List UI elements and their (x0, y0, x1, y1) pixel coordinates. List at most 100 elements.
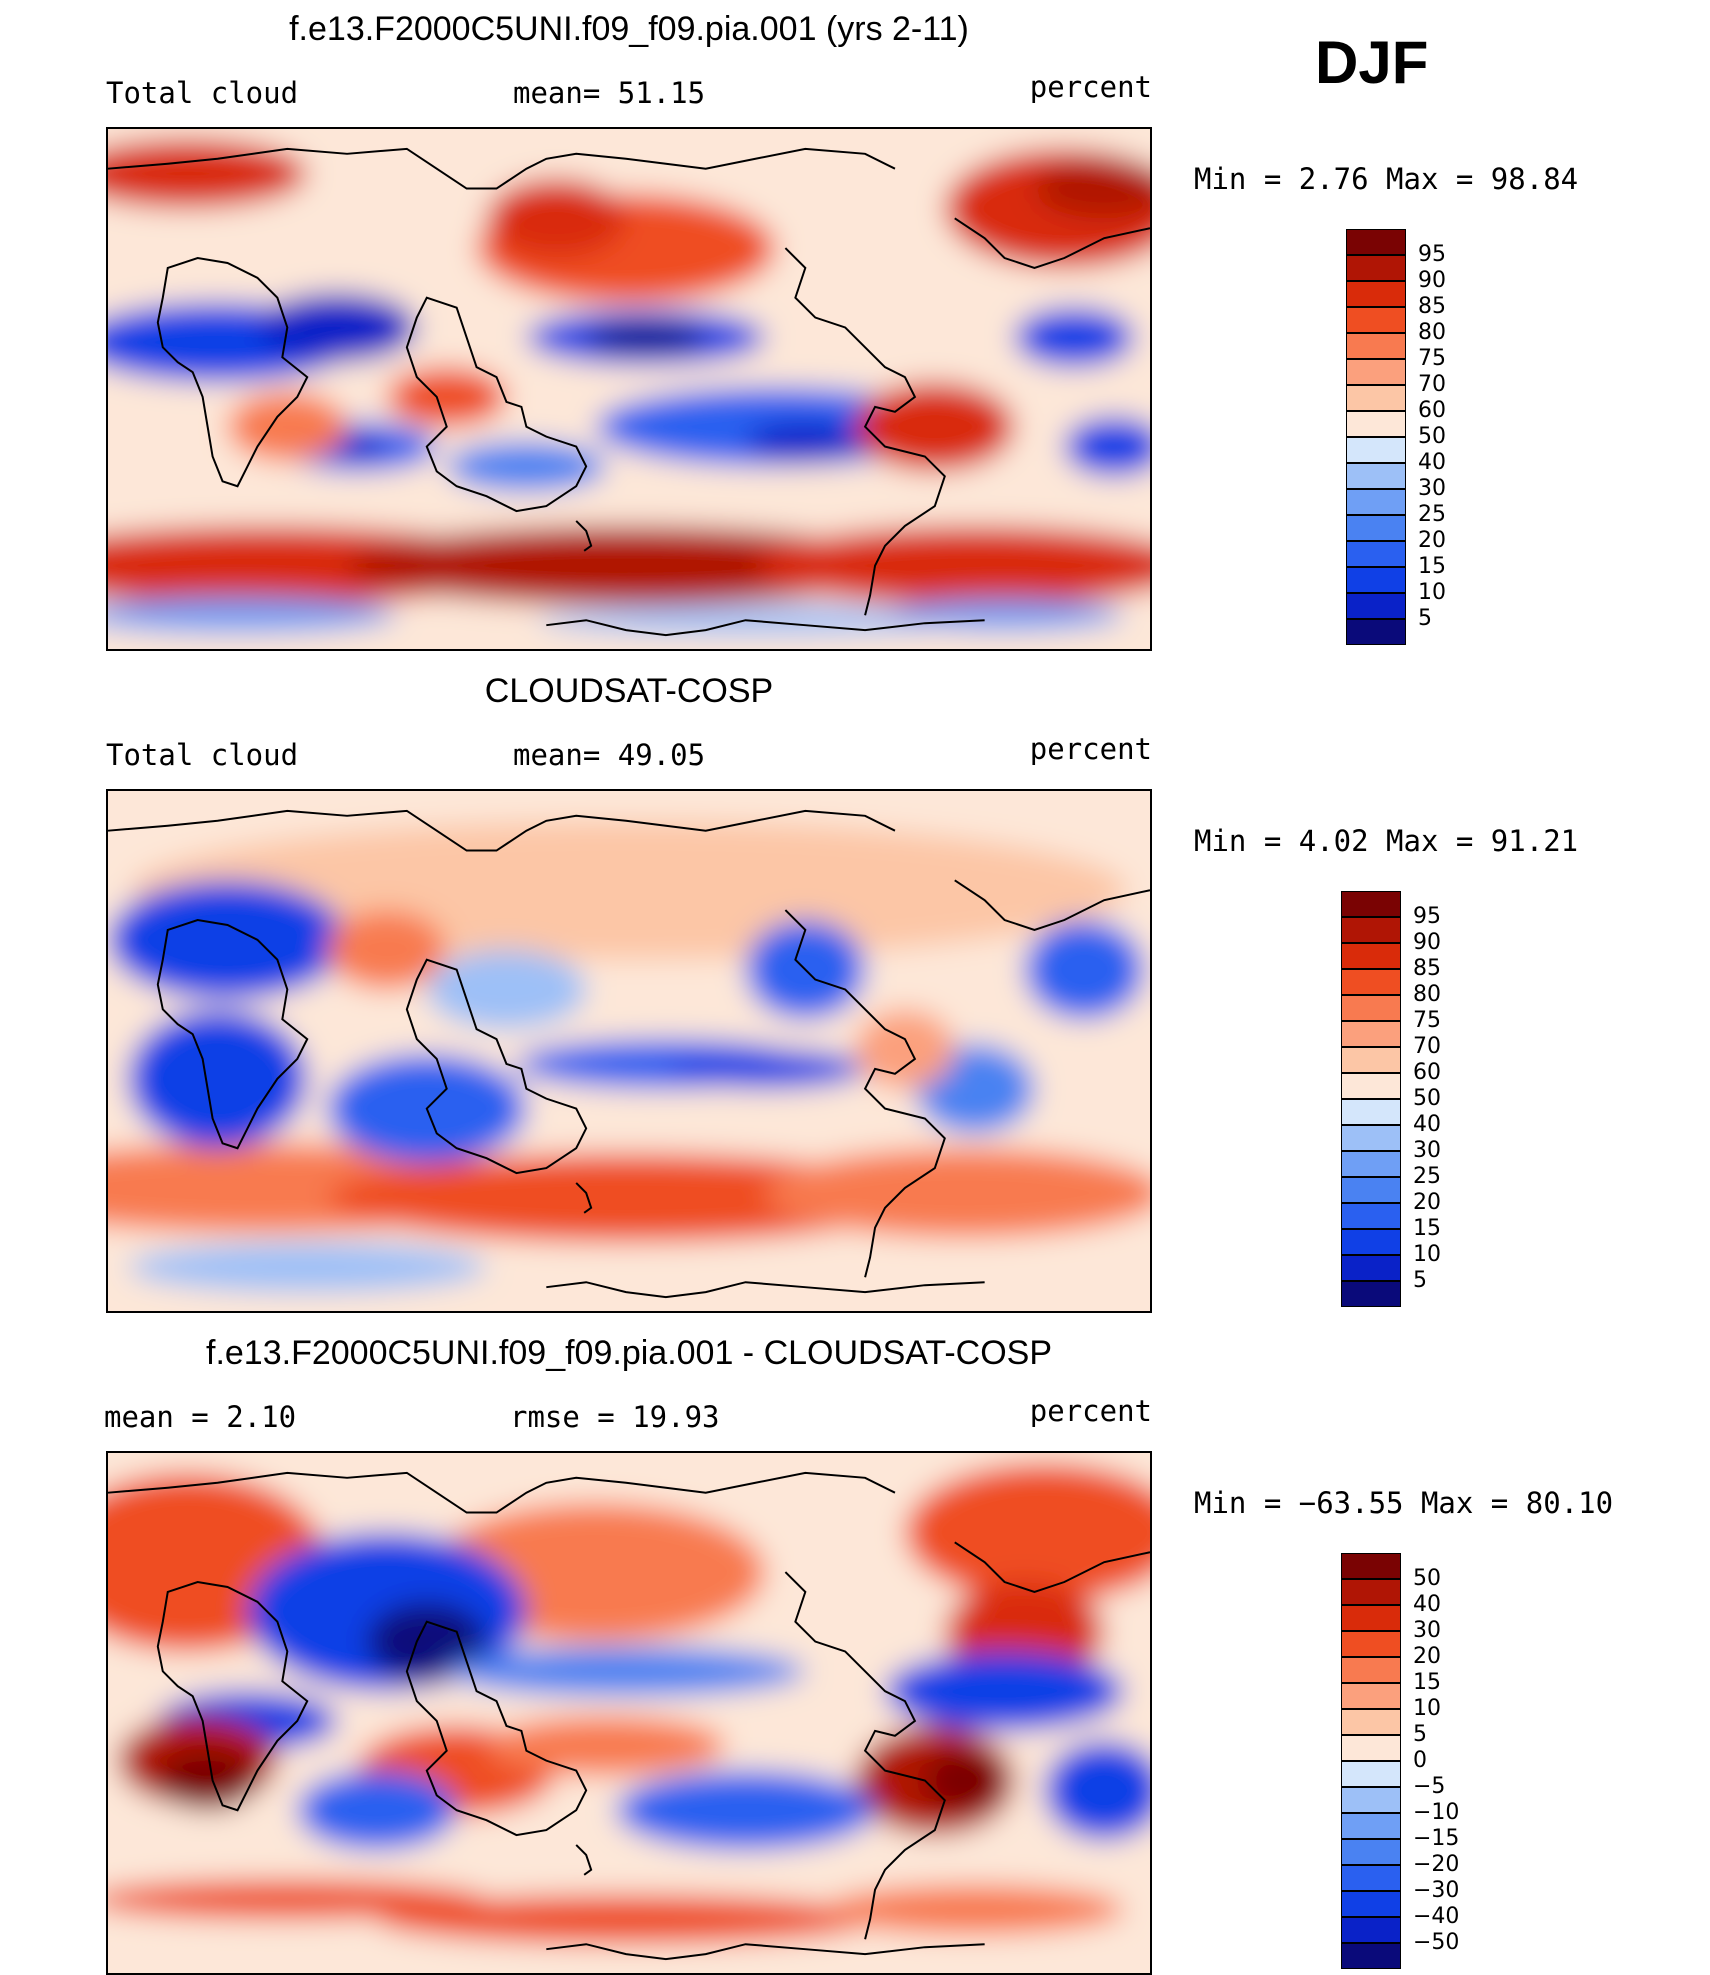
map-field-blob (1034, 158, 1150, 219)
colorbar-swatch (1341, 1579, 1401, 1605)
panel-1-mean-label: mean= 51.15 (513, 76, 706, 110)
map-field-blob (327, 434, 387, 459)
colorbar-tick-label: 90 (1418, 268, 1446, 293)
colorbar-tick-label: 30 (1418, 476, 1446, 501)
map-field-blob (367, 1601, 487, 1682)
colorbar-tick-label: 90 (1413, 930, 1441, 955)
colorbar-tick-label: 15 (1418, 554, 1446, 579)
coastline-path (575, 1182, 593, 1214)
colorbar-swatch (1341, 969, 1401, 995)
colorbar-swatch (1341, 917, 1401, 943)
colorbar-swatch (1346, 567, 1406, 593)
map-field-blob (1024, 920, 1145, 1020)
colorbar-tick-label: 40 (1418, 450, 1446, 475)
colorbar-tick-label: 5 (1413, 1268, 1427, 1293)
colorbar-swatch (1341, 1787, 1401, 1813)
colorbar-swatch (1346, 541, 1406, 567)
colorbar-swatch (1341, 1891, 1401, 1917)
map-field-blob (426, 949, 587, 1030)
map-field-blob (855, 1009, 955, 1089)
panel-3-units-label: percent (1029, 1394, 1152, 1428)
map-field-blob (327, 910, 447, 990)
colorbar-swatch (1341, 1203, 1401, 1229)
colorbar-swatch (1341, 1839, 1401, 1865)
coastline-path (954, 879, 1150, 931)
colorbar-tick-label: −5 (1413, 1774, 1446, 1799)
colorbar-swatch (1341, 1657, 1401, 1683)
colorbar-tick-label: −30 (1413, 1878, 1460, 1903)
colorbar-tick-label: 80 (1418, 320, 1446, 345)
coastline-path (546, 1943, 985, 1961)
colorbar-tick-label: 20 (1418, 528, 1446, 553)
colorbar-swatch (1346, 619, 1406, 645)
coastline-path (108, 1471, 896, 1514)
colorbar-tick-label: 60 (1413, 1060, 1441, 1085)
panel-1-minmax: Min = 2.76 Max = 98.84 (1194, 162, 1579, 196)
panel-1-map-svg (108, 129, 1150, 649)
panel-1-map (106, 127, 1152, 651)
colorbar-tick-label: 80 (1413, 982, 1441, 1007)
colorbar-swatch (1341, 1099, 1401, 1125)
colorbar-swatch (1346, 255, 1406, 281)
colorbar-swatch (1341, 1229, 1401, 1255)
colorbar-tick-label: 50 (1413, 1086, 1441, 1111)
colorbar-tick-label: 10 (1413, 1242, 1441, 1267)
panel-3-mean-label: mean = 2.10 (104, 1400, 297, 1434)
colorbar-swatch (1341, 1553, 1401, 1579)
colorbar-tick-label: 95 (1418, 242, 1446, 267)
map-field (108, 1453, 1150, 1973)
panel-2-mean-label: mean= 49.05 (513, 738, 706, 772)
coastline-path (405, 296, 588, 513)
coastline-path (405, 1620, 588, 1837)
colorbar-tick-label: −20 (1413, 1852, 1460, 1877)
colorbar-swatch (1341, 891, 1401, 917)
map-field-blob (755, 525, 1150, 606)
colorbar-tick-label: 0 (1413, 1748, 1427, 1773)
colorbar-tick-label: 75 (1418, 346, 1446, 371)
colorbar-swatch (1346, 229, 1406, 255)
colorbar-swatch (1341, 1917, 1401, 1943)
colorbar-tick-label: 40 (1413, 1592, 1441, 1617)
panel-2-variable-label: Total cloud (106, 738, 299, 772)
map-field-blob (157, 1750, 258, 1811)
map-field-blob (924, 1750, 1005, 1811)
colorbar-swatch (1341, 1709, 1401, 1735)
colorbar-tick-label: 85 (1413, 956, 1441, 981)
colorbar-tick-label: 95 (1413, 904, 1441, 929)
coastline-path (156, 256, 309, 488)
panel-3-map (106, 1451, 1152, 1975)
coastline-path (954, 217, 1150, 269)
colorbar-tick-label: 5 (1418, 606, 1432, 631)
colorbar-tick-label: 25 (1418, 502, 1446, 527)
coastline-path (575, 1844, 593, 1876)
map-field-blob (1014, 307, 1135, 368)
colorbar-tick-label: 10 (1413, 1696, 1441, 1721)
panel-1-title: f.e13.F2000C5UNI.f09_f09.pia.001 (yrs 2-… (289, 10, 969, 48)
colorbar-swatch (1341, 1735, 1401, 1761)
colorbar-swatch (1346, 437, 1406, 463)
coastline-path (108, 147, 896, 190)
colorbar-tick-label: 75 (1413, 1008, 1441, 1033)
colorbar-tick-label: 20 (1413, 1644, 1441, 1669)
colorbar-swatch (1341, 1631, 1401, 1657)
colorbar-tick-label: −10 (1413, 1800, 1460, 1825)
colorbar-tick-label: 15 (1413, 1216, 1441, 1241)
coastline-path (784, 1571, 946, 1940)
colorbar-swatch (1341, 1151, 1401, 1177)
colorbar-tick-label: 70 (1413, 1034, 1441, 1059)
map-field-blob (108, 597, 397, 634)
map-field-blob (1064, 416, 1150, 477)
map-field-blob (376, 1894, 876, 1945)
colorbar-swatch (1341, 1813, 1401, 1839)
colorbar-swatch (1341, 1255, 1401, 1281)
map-field-blob (108, 138, 308, 209)
colorbar-swatch (1346, 385, 1406, 411)
colorbar-swatch (1341, 1943, 1401, 1969)
colorbar-tick-label: 85 (1418, 294, 1446, 319)
colorbar-tick-label: 10 (1418, 580, 1446, 605)
coastlines (108, 1471, 1150, 1961)
colorbar-swatch (1346, 307, 1406, 333)
map-field-blob (1044, 1740, 1150, 1841)
coastline-path (546, 1281, 985, 1299)
coastline-path (108, 809, 896, 852)
